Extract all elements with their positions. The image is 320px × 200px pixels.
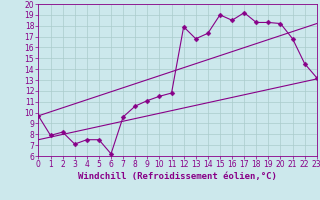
X-axis label: Windchill (Refroidissement éolien,°C): Windchill (Refroidissement éolien,°C) bbox=[78, 172, 277, 181]
